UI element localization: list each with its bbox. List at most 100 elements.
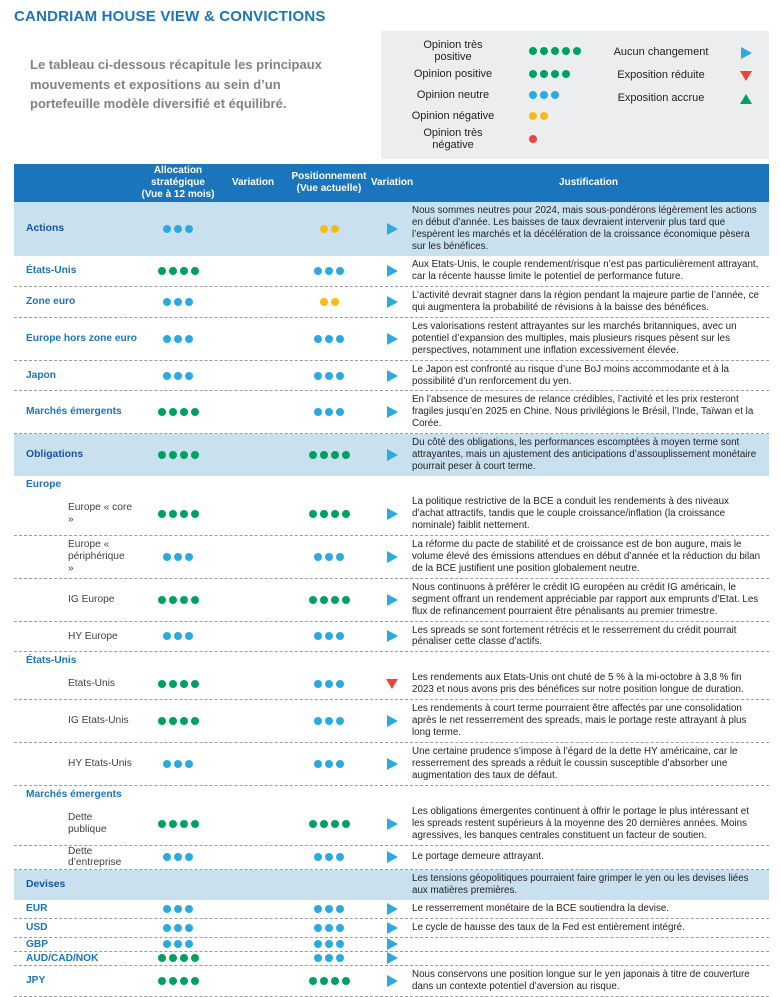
allocation-cell [132,622,224,652]
opinion-dot-blue-icon [528,91,537,100]
opinion-dot-green-icon [190,509,199,518]
opinion-dot-green-icon [341,451,350,460]
row-label: Europe [26,478,62,490]
opinion-dot-blue-icon [325,717,333,726]
opinion-dot-green-icon [168,408,177,417]
variation-arrow-right-icon [386,406,398,419]
opinion-dot-green-icon [308,451,317,460]
opinion-dots [313,632,346,641]
opinion-dots [162,853,195,862]
legend-box: Opinion très positive Opinion positive Opi… [381,31,769,160]
opinion-dots [313,334,346,343]
variation-2-cell [376,202,408,256]
variation-2-cell [376,361,408,391]
positioning-cell [282,846,376,869]
variation-1-cell [224,287,282,317]
opinion-dot-green-icon [190,266,199,275]
opinion-dot-blue-icon [314,717,322,726]
table-row: Actions Nous sommes neutres pour 2024, ma… [14,202,769,256]
legend-opinion-symbol [527,70,571,79]
opinion-dot-blue-icon [325,940,333,949]
opinion-dots [162,632,195,641]
allocation-cell [132,579,224,621]
opinion-dot-blue-icon [336,680,344,689]
opinion-dot-green-icon [168,976,177,985]
variation-arrow-right-icon [741,46,752,59]
variation-2-cell [376,846,408,869]
opinion-dot-blue-icon [185,759,193,768]
opinion-dot-blue-icon [174,552,182,561]
opinion-dot-blue-icon [325,552,333,561]
variation-2-cell [376,900,408,918]
row-label: États-Unis [26,655,77,667]
opinion-dots [156,819,200,828]
opinion-dot-green-icon [330,509,339,518]
variation-2-cell [376,256,408,286]
row-label-cell: IG Europe [14,579,132,621]
justification-cell: La politique restrictive de la BCE a con… [412,496,729,531]
justification-cell: L’activité devrait stagner dans la régio… [412,289,759,313]
opinion-dot-green-icon [190,451,199,460]
opinion-dot-green-icon [157,976,166,985]
opinion-dot-green-icon [168,954,177,963]
opinion-dot-green-icon [341,976,350,985]
opinion-dot-blue-icon [314,853,322,862]
opinion-dot-green-icon [179,954,188,963]
variation-2-cell [376,786,408,803]
opinion-dot-blue-icon [539,91,548,100]
table-row: Zone euro L’activité devrait stagner dans… [14,287,769,318]
variation-2-cell [376,391,408,433]
allocation-cell [132,786,224,803]
allocation-cell [132,287,224,317]
opinion-dot-blue-icon [336,759,344,768]
opinion-dots [156,266,200,275]
row-label: HY Europe [68,630,118,642]
opinion-dot-blue-icon [336,408,344,417]
opinion-dot-green-icon [157,408,166,417]
allocation-cell [132,434,224,476]
legend-variation-label: Exposition accrue [617,92,705,105]
opinion-dot-blue-icon [314,904,322,913]
legend-opinion-label: Opinion neutre [416,88,490,101]
positioning-cell [282,579,376,621]
row-label-cell: USD [14,919,132,937]
row-label-cell: Devises [14,870,132,900]
opinion-dot-green-icon [168,451,177,460]
variation-1-cell [224,622,282,652]
variation-2-cell [376,803,408,845]
col-header-variation-2: Variation [370,177,414,189]
justification-cell: Une certaine prudence s’impose à l’égard… [412,746,738,781]
opinion-dot-blue-icon [163,759,171,768]
opinion-dot-blue-icon [314,266,322,275]
opinion-dots [527,47,582,56]
legend-opinion-symbol [527,134,538,143]
legend-variation-label: Exposition réduite [617,69,705,82]
opinion-dot-blue-icon [174,940,182,949]
opinion-dots [162,297,195,306]
opinion-dot-green-icon [157,266,166,275]
table-row: IG Europe Nous continuons à préférer le c… [14,579,769,622]
opinion-dot-yellow-icon [330,225,339,234]
variation-1-cell [224,536,282,578]
table-row: Japon Le Japon est confronté au risque d’… [14,361,769,392]
row-label-cell: HY Etats-Unis [14,743,132,785]
opinion-dot-blue-icon [325,632,333,641]
opinion-dots [527,112,549,121]
positioning-cell [282,743,376,785]
opinion-dots [162,940,195,949]
opinion-dot-blue-icon [314,334,322,343]
variation-1-cell [224,786,282,803]
row-label-cell: Etats-Unis [14,669,132,699]
justification-cell: Le Japon est confronté au risque d’une B… [412,363,729,387]
table-row: Dette publique Les obligations émergentes… [14,803,769,846]
justification-cell: Les valorisations restent attrayantes su… [412,320,737,356]
opinion-dots [156,451,200,460]
variation-arrow-right-icon [386,921,398,934]
opinion-dot-green-icon [550,47,559,56]
allocation-cell [132,669,224,699]
opinion-dots [156,954,200,963]
opinion-dot-blue-icon [325,334,333,343]
variation-2-cell [376,622,408,652]
opinion-dots [162,552,195,561]
table-row: Devises Les tensions géopolitiques pourra… [14,870,769,900]
